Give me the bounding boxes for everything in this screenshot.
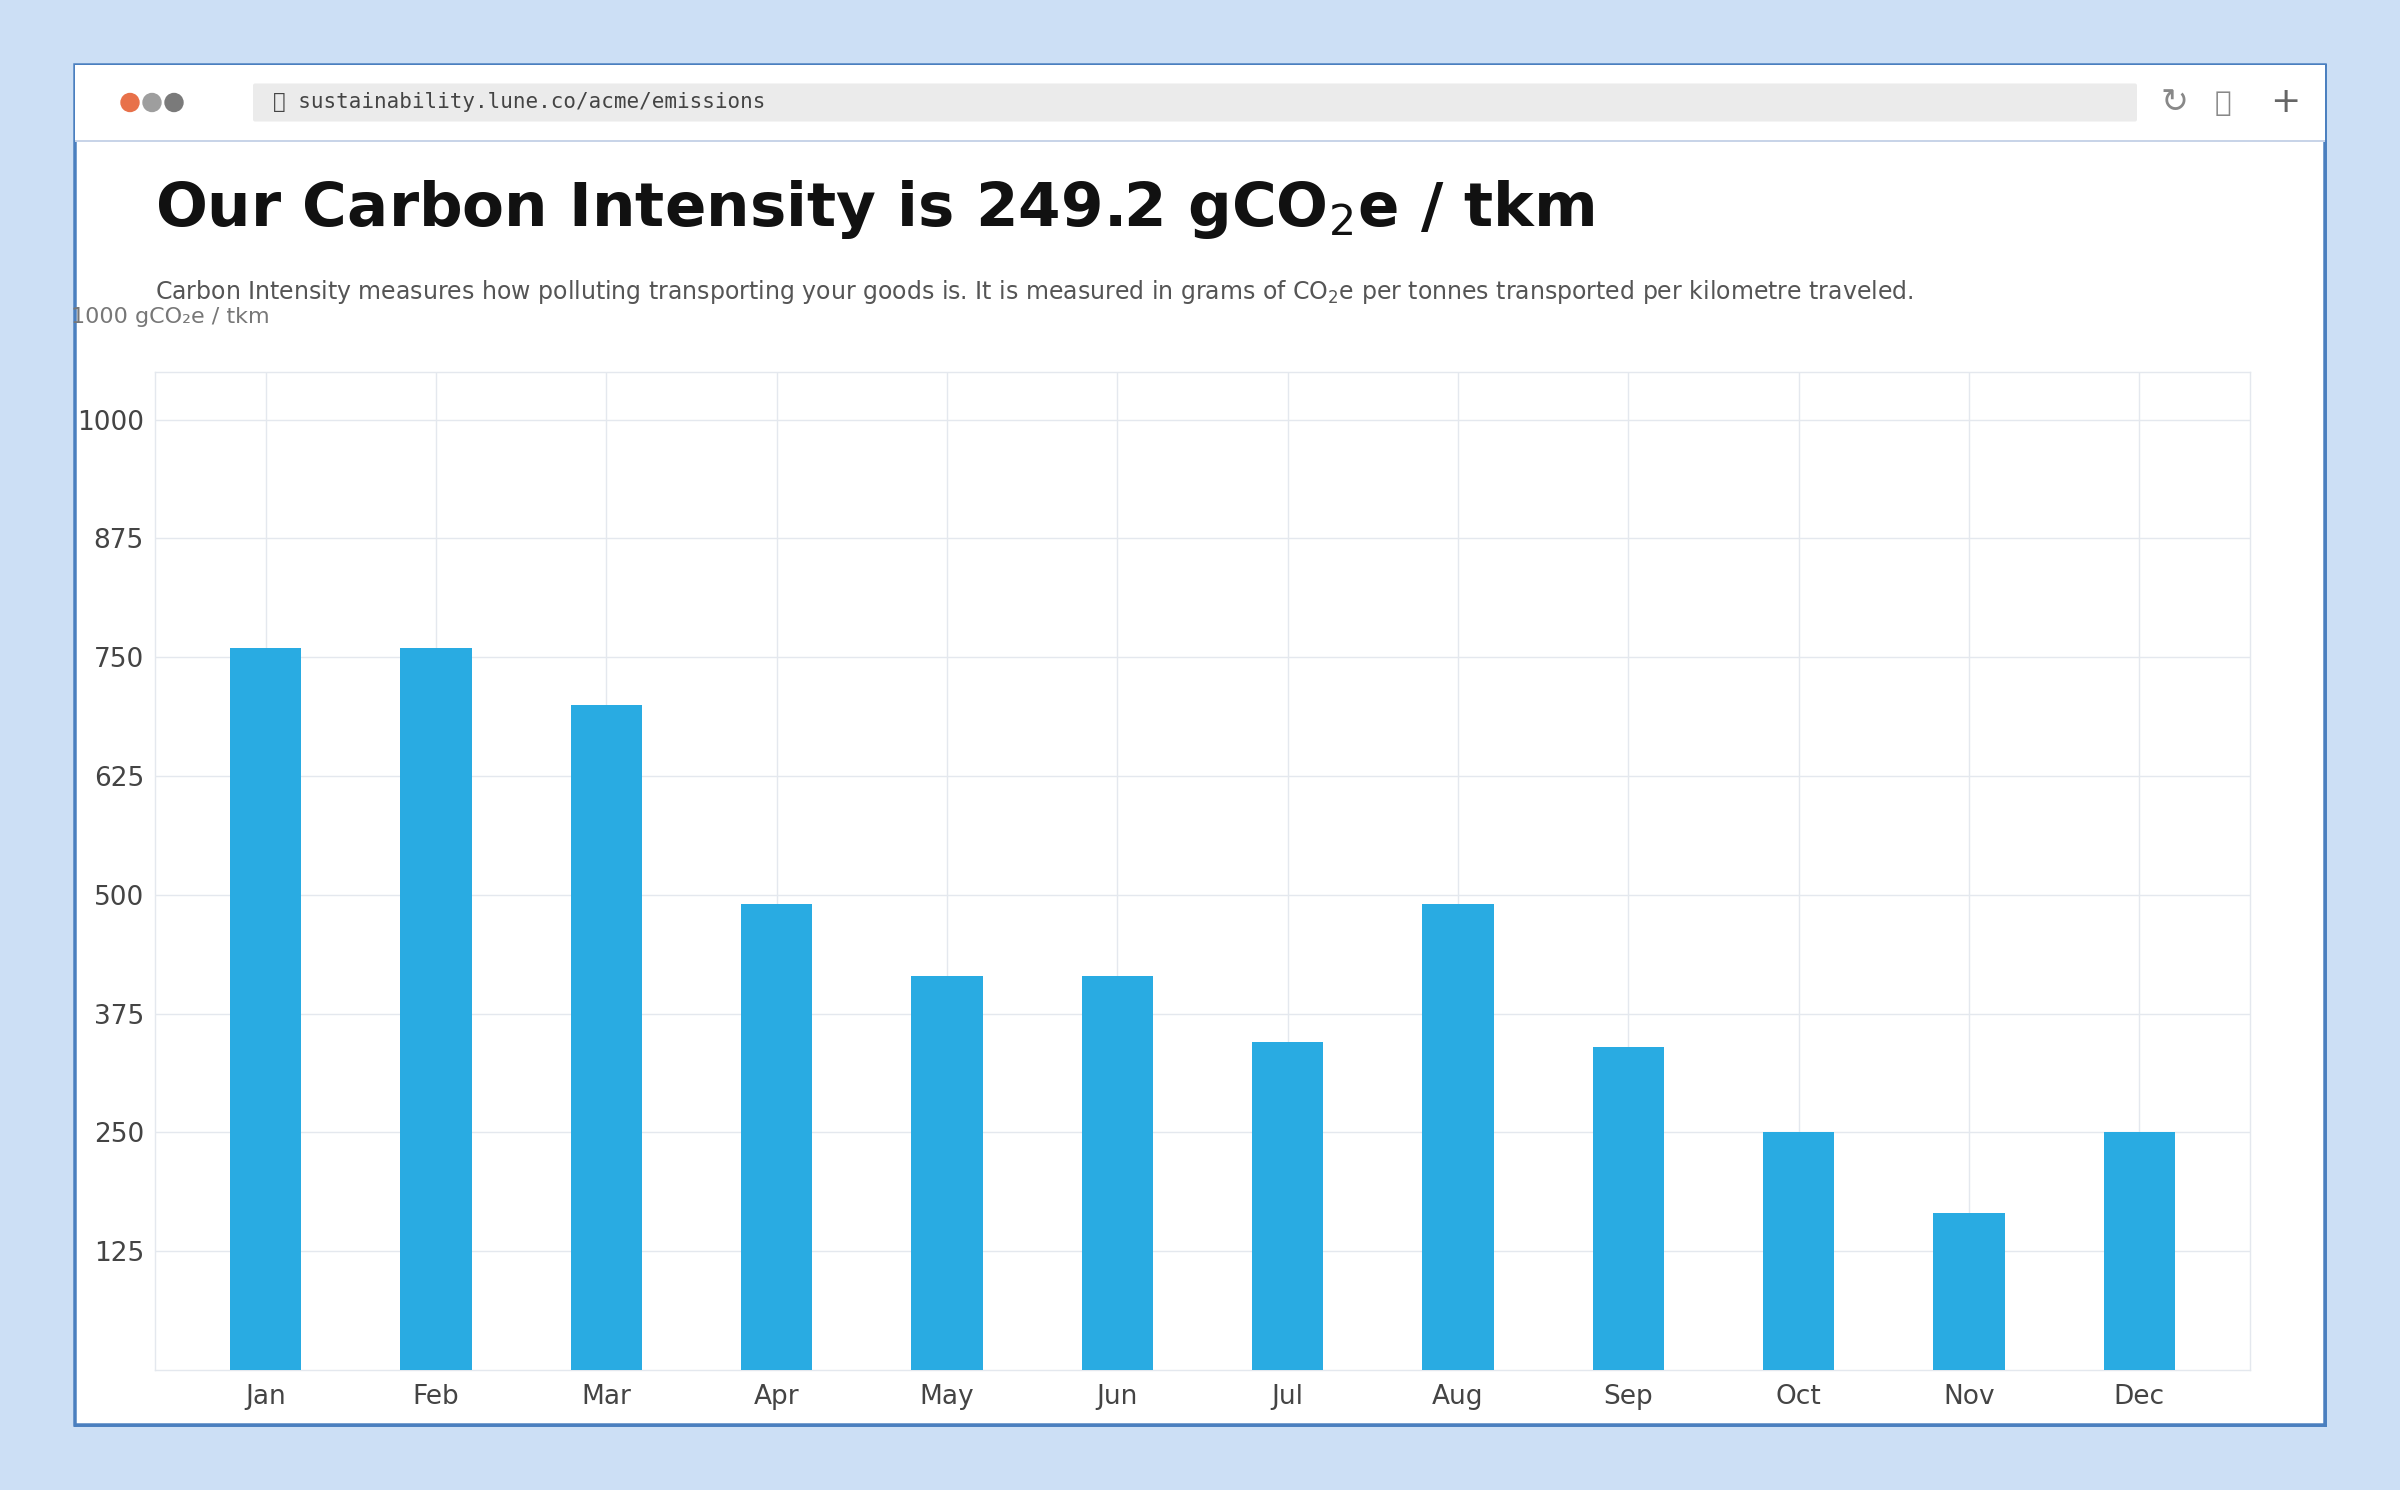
Text: Carbon Intensity measures how polluting transporting your goods is. It is measur: Carbon Intensity measures how polluting …: [156, 279, 1913, 305]
Bar: [1253, 1042, 1322, 1369]
Bar: [1764, 1132, 1834, 1369]
Text: Our Carbon Intensity is 249.2 gCO$_2$e / tkm: Our Carbon Intensity is 249.2 gCO$_2$e /…: [156, 177, 1594, 241]
Bar: [230, 648, 302, 1369]
FancyBboxPatch shape: [252, 83, 2136, 122]
FancyBboxPatch shape: [74, 66, 2326, 1424]
Bar: [1594, 1047, 1663, 1369]
Text: ⬜: ⬜: [2215, 88, 2232, 116]
Bar: [1932, 1213, 2004, 1369]
Bar: [401, 648, 473, 1369]
Circle shape: [166, 94, 182, 112]
Bar: [571, 705, 643, 1369]
Bar: [912, 976, 982, 1369]
Text: ↻: ↻: [2160, 86, 2189, 119]
Text: 🔒 sustainability.lune.co/acme/emissions: 🔒 sustainability.lune.co/acme/emissions: [274, 92, 766, 113]
Circle shape: [120, 94, 139, 112]
Circle shape: [144, 94, 161, 112]
Bar: [1423, 904, 1493, 1369]
Text: 1000 gCO₂e / tkm: 1000 gCO₂e / tkm: [72, 307, 269, 328]
Bar: [2102, 1132, 2174, 1369]
Bar: [742, 904, 814, 1369]
Text: +: +: [2270, 85, 2299, 119]
Bar: [1082, 976, 1152, 1369]
